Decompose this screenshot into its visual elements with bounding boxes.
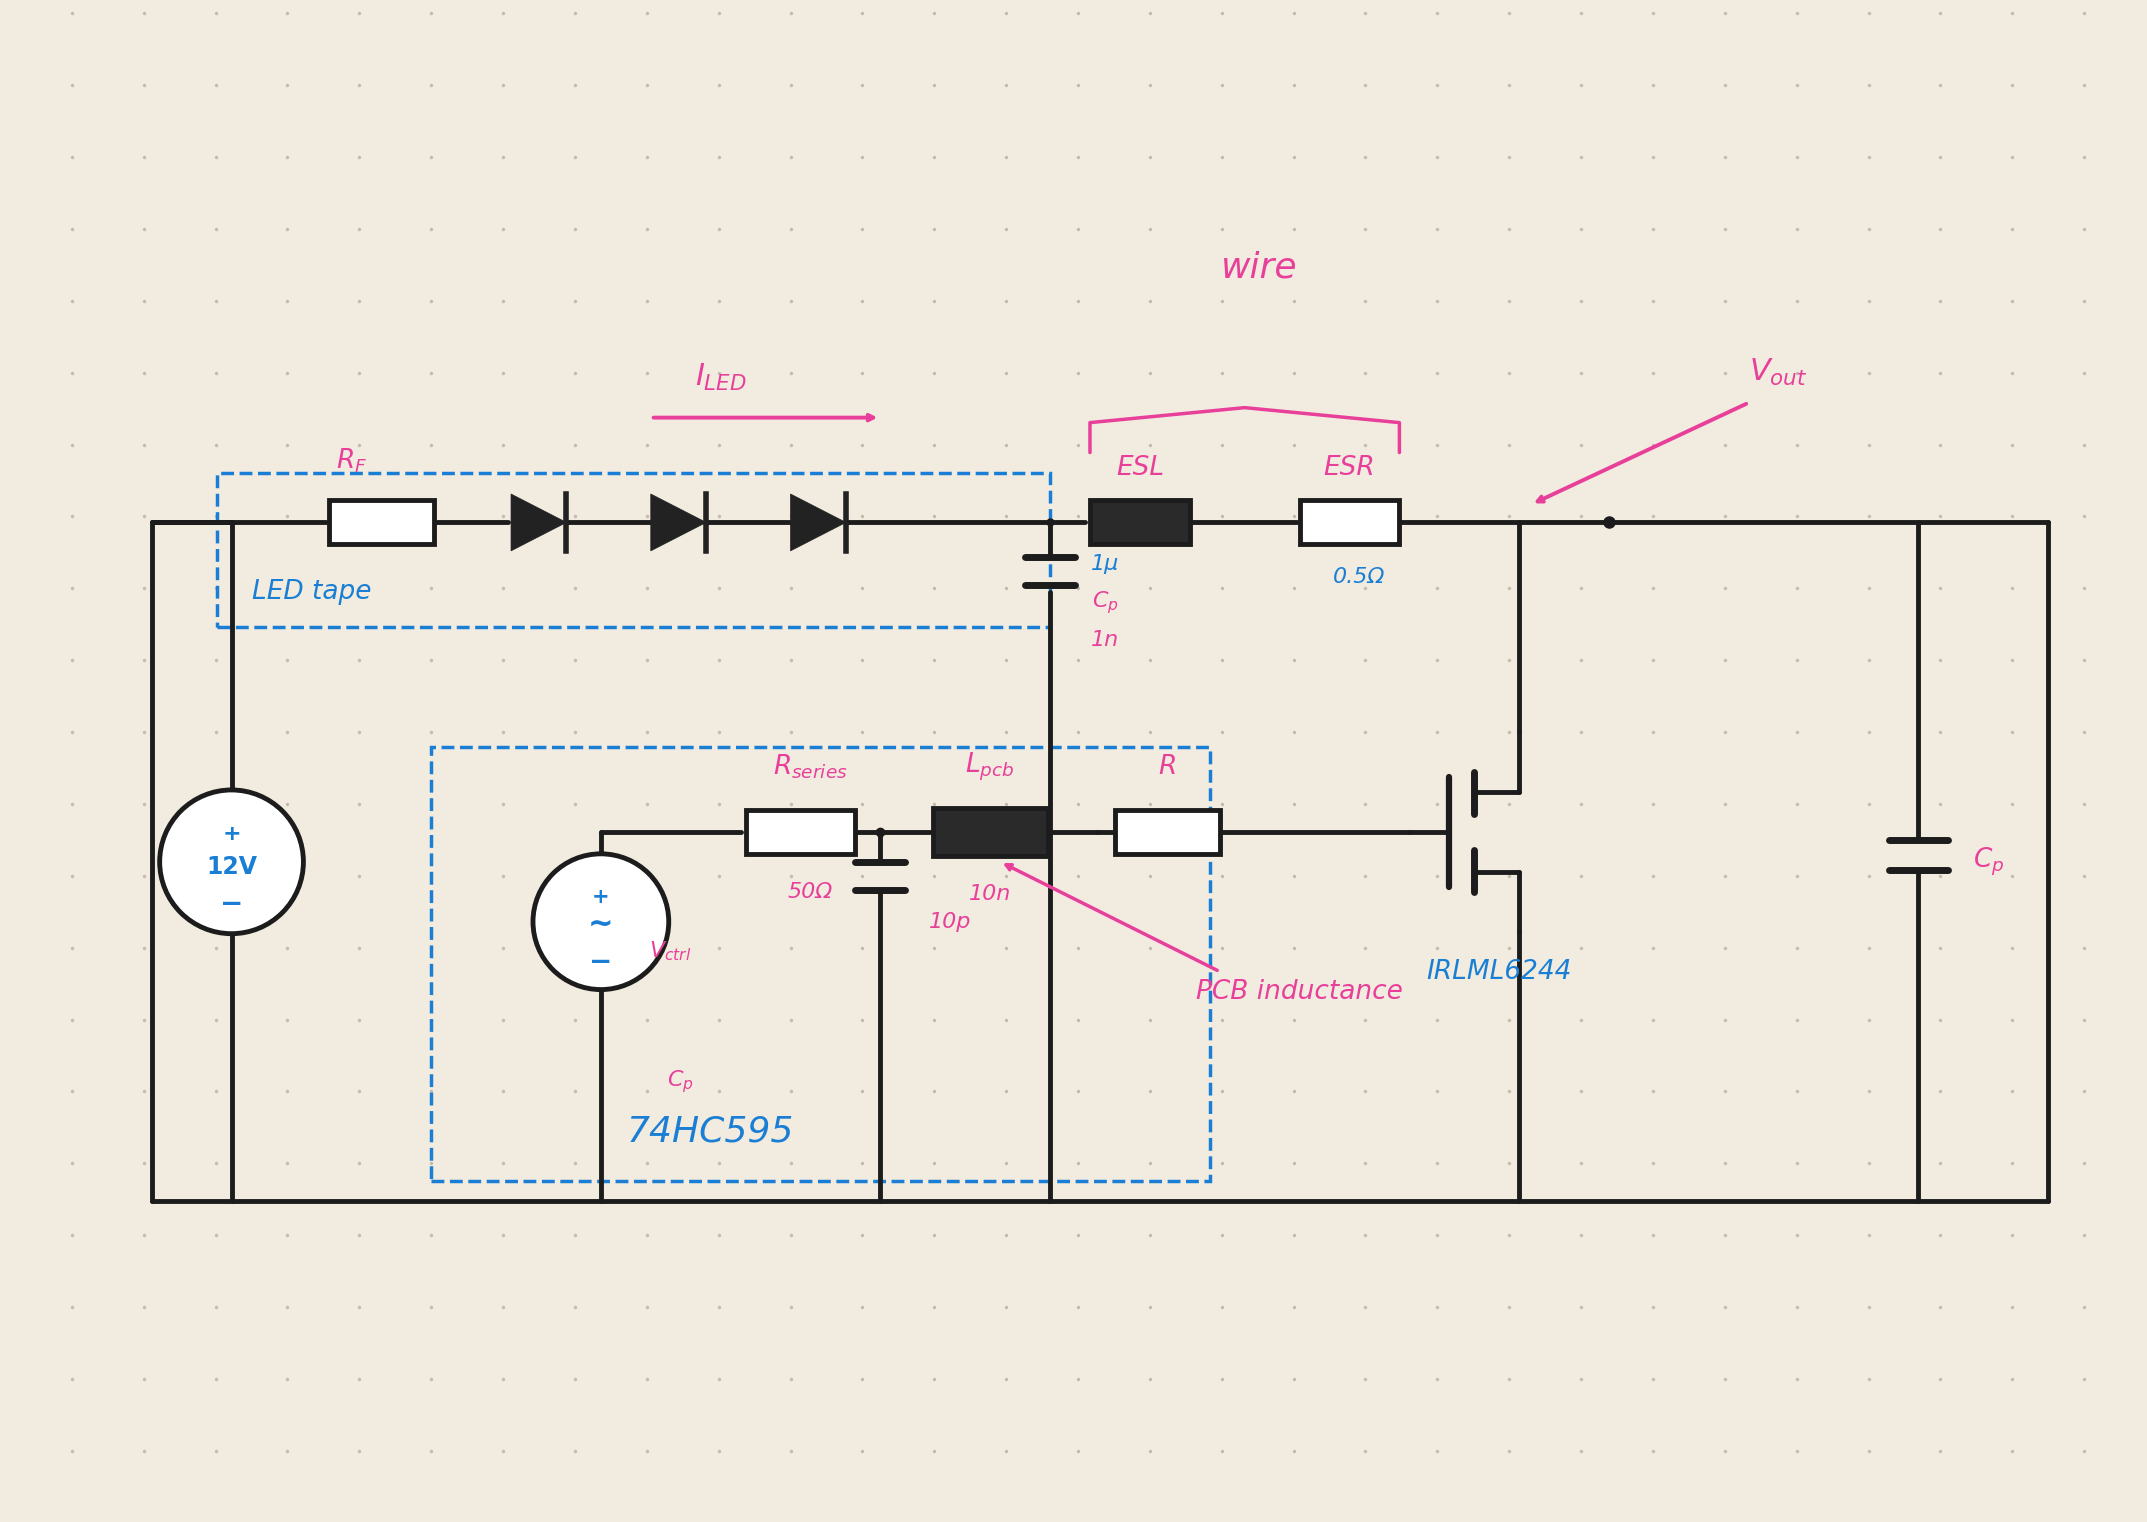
Text: ~: ~	[588, 909, 614, 938]
Text: $V_{ctrl}$: $V_{ctrl}$	[651, 941, 691, 963]
Text: −: −	[219, 890, 243, 918]
Text: 12V: 12V	[206, 855, 258, 878]
Text: R: R	[1157, 753, 1177, 779]
Text: −: −	[588, 948, 612, 976]
Text: ESR: ESR	[1323, 455, 1376, 481]
Polygon shape	[790, 495, 846, 551]
Text: $C_p$: $C_p$	[1973, 846, 2003, 878]
Text: $V_{out}$: $V_{out}$	[1750, 358, 1808, 388]
Text: 1n: 1n	[1091, 630, 1119, 650]
Polygon shape	[511, 495, 567, 551]
Text: 10n: 10n	[968, 884, 1011, 904]
Circle shape	[159, 790, 303, 933]
Text: $I_{LED}$: $I_{LED}$	[696, 362, 747, 393]
Text: 10p: 10p	[930, 912, 970, 931]
Text: +: +	[223, 823, 240, 843]
Text: LED tape: LED tape	[251, 580, 371, 606]
Text: 0.5Ω: 0.5Ω	[1333, 568, 1385, 587]
Bar	[1299, 501, 1400, 545]
Text: wire: wire	[1222, 251, 1299, 285]
Text: PCB inductance: PCB inductance	[1196, 979, 1402, 1005]
Bar	[328, 501, 434, 545]
Bar	[1114, 810, 1219, 854]
Text: IRLML6244: IRLML6244	[1426, 959, 1572, 985]
Text: $C_p$: $C_p$	[668, 1068, 693, 1094]
Text: 74HC595: 74HC595	[627, 1114, 794, 1148]
Text: 50Ω: 50Ω	[788, 881, 833, 901]
Text: $R_F$: $R_F$	[335, 446, 367, 475]
Bar	[745, 810, 855, 854]
Text: ESL: ESL	[1116, 455, 1164, 481]
Polygon shape	[651, 495, 706, 551]
Text: $C_p$: $C_p$	[1091, 589, 1119, 616]
Text: $R_{series}$: $R_{series}$	[773, 753, 848, 781]
Circle shape	[532, 854, 668, 989]
Text: 1μ: 1μ	[1091, 554, 1119, 574]
Text: +: +	[593, 887, 610, 907]
Bar	[932, 808, 1048, 855]
Bar	[1091, 501, 1189, 545]
Text: $L_{pcb}$: $L_{pcb}$	[966, 750, 1016, 784]
